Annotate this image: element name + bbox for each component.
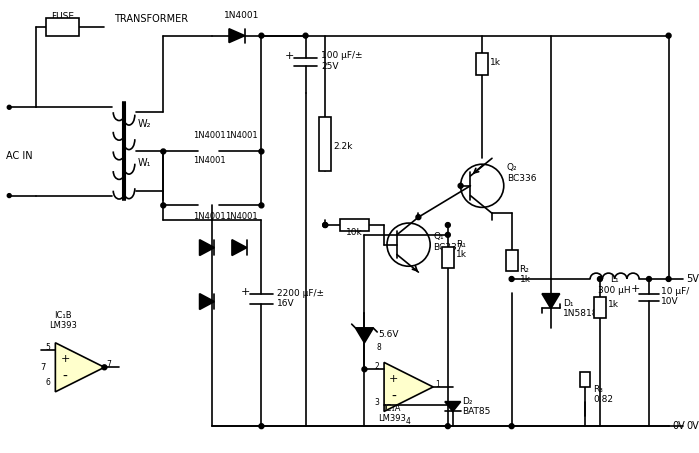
Text: 0V: 0V	[672, 421, 685, 431]
Text: +: +	[285, 51, 294, 61]
Text: 1k: 1k	[607, 300, 619, 309]
Text: 10 μF/
10V: 10 μF/ 10V	[661, 287, 689, 306]
Bar	[45, 18, 79, 36]
Text: R₃
0.82: R₃ 0.82	[593, 385, 613, 405]
Text: FUSE
LINK: FUSE LINK	[51, 12, 73, 32]
Bar	[442, 246, 454, 268]
Circle shape	[445, 222, 450, 227]
Text: 2200 μF/±
16V: 2200 μF/± 16V	[277, 289, 324, 308]
Polygon shape	[232, 240, 247, 255]
Polygon shape	[542, 294, 560, 308]
Text: Q₂
BC336: Q₂ BC336	[507, 164, 536, 183]
Circle shape	[323, 222, 328, 227]
Text: W₂: W₂	[138, 119, 151, 129]
Circle shape	[450, 402, 455, 407]
Text: 1N4001: 1N4001	[193, 156, 226, 165]
Circle shape	[7, 193, 11, 198]
Text: 8: 8	[376, 342, 381, 352]
Polygon shape	[356, 328, 373, 343]
Polygon shape	[200, 294, 215, 309]
Polygon shape	[384, 362, 433, 411]
Text: IC₁B
LM393: IC₁B LM393	[49, 311, 77, 330]
Bar	[319, 117, 331, 171]
Text: +: +	[241, 287, 250, 297]
Text: D₁
1N5818: D₁ 1N5818	[563, 299, 598, 318]
Circle shape	[387, 223, 430, 266]
Text: +: +	[630, 284, 640, 294]
Circle shape	[647, 276, 651, 281]
Text: -: -	[63, 370, 68, 384]
Text: 5.6V: 5.6V	[378, 330, 398, 339]
Text: TRANSFORMER: TRANSFORMER	[114, 14, 188, 24]
Bar	[580, 372, 590, 387]
Circle shape	[259, 203, 264, 208]
Circle shape	[509, 276, 514, 281]
Circle shape	[259, 33, 264, 38]
Text: 6: 6	[45, 378, 50, 387]
Text: 0V: 0V	[686, 421, 699, 431]
Text: 100 μF/±
25V: 100 μF/± 25V	[322, 52, 363, 71]
Text: L₁
300 μH: L₁ 300 μH	[598, 275, 631, 295]
Polygon shape	[55, 343, 104, 392]
Text: 1N4001: 1N4001	[226, 212, 258, 221]
Text: 5V: 5V	[686, 274, 699, 284]
Circle shape	[303, 33, 308, 38]
Bar	[594, 297, 606, 318]
Circle shape	[102, 365, 107, 370]
Circle shape	[598, 276, 603, 281]
Circle shape	[161, 203, 166, 208]
Text: 2: 2	[375, 362, 379, 371]
Text: 1N4001: 1N4001	[226, 131, 258, 140]
Text: 10k: 10k	[346, 228, 363, 237]
Circle shape	[458, 183, 463, 188]
Text: 1N4001: 1N4001	[193, 131, 226, 140]
Circle shape	[323, 222, 328, 227]
Text: R₂
1k: R₂ 1k	[519, 265, 531, 284]
Text: Q₁
BC337: Q₁ BC337	[433, 232, 463, 251]
Text: D₂
BAT85: D₂ BAT85	[463, 397, 491, 416]
Circle shape	[7, 105, 11, 109]
Circle shape	[666, 33, 671, 38]
Circle shape	[259, 149, 264, 154]
Circle shape	[509, 424, 514, 429]
Text: R₁
1k: R₁ 1k	[456, 240, 467, 260]
Text: +: +	[61, 354, 70, 365]
Text: +: +	[389, 374, 398, 384]
Text: -: -	[391, 390, 396, 404]
Text: 7: 7	[40, 363, 45, 372]
Text: 1: 1	[435, 380, 440, 389]
Polygon shape	[200, 240, 215, 255]
Text: W₁: W₁	[138, 158, 151, 168]
Text: 3: 3	[374, 398, 379, 407]
Circle shape	[362, 367, 367, 372]
Polygon shape	[445, 402, 461, 411]
Text: 7: 7	[106, 360, 111, 369]
Text: 5: 5	[45, 342, 50, 352]
Polygon shape	[229, 29, 245, 43]
Bar	[340, 219, 369, 231]
Text: AC IN: AC IN	[6, 151, 32, 161]
Text: 2.2k: 2.2k	[333, 142, 352, 151]
Circle shape	[259, 424, 264, 429]
Text: 1N4001: 1N4001	[193, 212, 226, 221]
Circle shape	[666, 276, 671, 281]
Circle shape	[161, 149, 166, 154]
Text: IC₁A
LM393: IC₁A LM393	[378, 404, 406, 423]
Text: 1N4001: 1N4001	[224, 11, 259, 20]
Circle shape	[461, 164, 504, 207]
Bar	[476, 53, 488, 75]
Text: 4: 4	[405, 417, 410, 426]
Circle shape	[416, 215, 421, 220]
Text: 1k: 1k	[490, 58, 501, 67]
Circle shape	[445, 232, 450, 237]
Bar	[506, 250, 517, 271]
Circle shape	[445, 424, 450, 429]
